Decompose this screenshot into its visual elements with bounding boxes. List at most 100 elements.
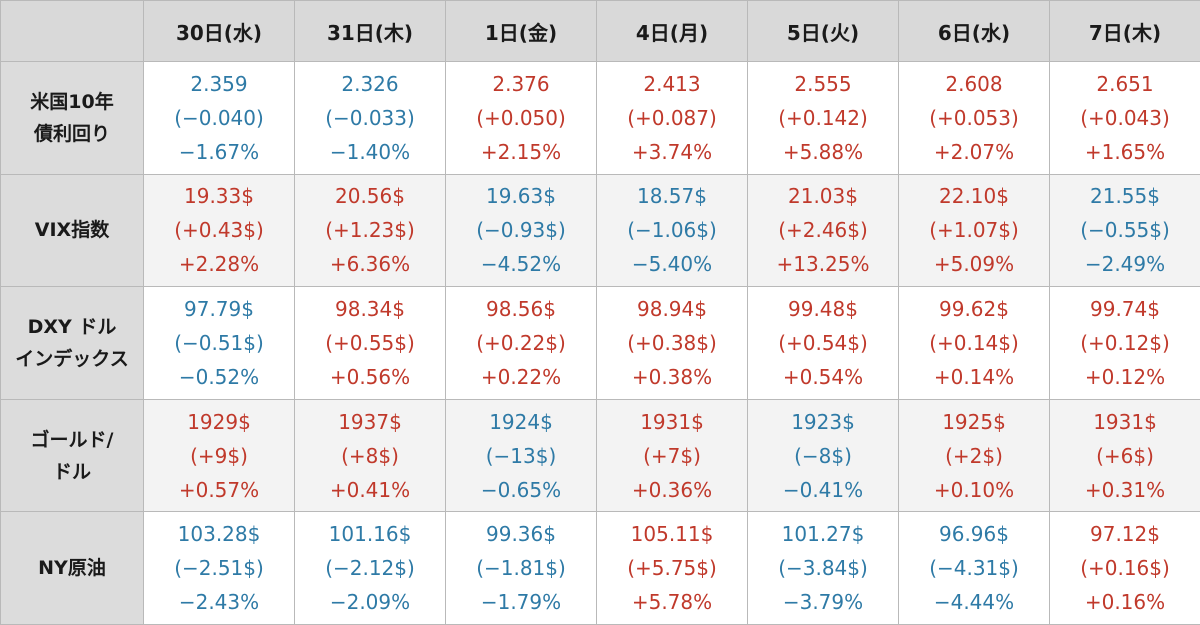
row-label-line: インデックス	[15, 347, 129, 370]
value-cell: 97.12$ (+0.16$) +0.16%	[1049, 511, 1200, 625]
change-percent: −1.40%	[329, 139, 411, 164]
value: 1937$	[338, 409, 402, 434]
value: 20.56$	[335, 184, 405, 209]
change: (+8$)	[341, 443, 399, 468]
value-cell: 99.62$ (+0.14$) +0.14%	[898, 286, 1050, 400]
change: (−0.033)	[325, 105, 415, 130]
change: (+0.16$)	[1080, 556, 1170, 581]
value-cell: 98.56$ (+0.22$) +0.22%	[445, 286, 597, 400]
value: 1924$	[489, 409, 553, 434]
change-percent: +5.09%	[933, 252, 1015, 277]
value-cell: 22.10$ (+1.07$) +5.09%	[898, 173, 1050, 288]
value-cell: 1923$ (−8$) −0.41%	[747, 398, 899, 513]
change-percent: −0.65%	[480, 477, 562, 502]
value: 2.608	[945, 71, 1003, 96]
value-cell: 2.651 (+0.043) +1.65%	[1049, 61, 1200, 175]
column-header: 1日(金)	[445, 0, 597, 62]
value-cell: 2.359 (−0.040) −1.67%	[143, 61, 295, 175]
value-cell: 21.03$ (+2.46$) +13.25%	[747, 173, 899, 288]
value-cell: 97.79$ (−0.51$) −0.52%	[143, 286, 295, 400]
value-cell: 18.57$ (−1.06$) −5.40%	[596, 173, 748, 288]
value-cell: 2.376 (+0.050) +2.15%	[445, 61, 597, 175]
change: (+0.55$)	[325, 330, 415, 355]
value: 99.48$	[788, 296, 858, 321]
change-percent: +13.25%	[776, 252, 870, 277]
change-percent: −4.52%	[480, 252, 562, 277]
value: 98.34$	[335, 296, 405, 321]
value: 2.651	[1096, 71, 1154, 96]
value: 22.10$	[939, 184, 1009, 209]
change: (−13$)	[485, 443, 557, 468]
change-percent: +0.12%	[1084, 364, 1166, 389]
table-body: 米国10年 債利回り 2.359 (−0.040) −1.67% 2.326 (−0.033…	[0, 61, 1200, 625]
value-cell: 1931$ (+7$) +0.36%	[596, 398, 748, 513]
change: (+0.22$)	[476, 330, 566, 355]
value-cell: 96.96$ (−4.31$) −4.44%	[898, 511, 1050, 625]
change-percent: +0.38%	[631, 364, 713, 389]
change: (+1.07$)	[929, 218, 1019, 243]
value: 105.11$	[630, 522, 714, 547]
table-row: ゴールド/ドル 1929$ (+9$) +0.57% 1937$ (+8$) +0.41% 1…	[0, 398, 1200, 513]
change-percent: −1.67%	[178, 139, 260, 164]
change: (−1.81$)	[476, 556, 566, 581]
change: (+1.23$)	[325, 218, 415, 243]
value-cell: 21.55$ (−0.55$) −2.49%	[1049, 173, 1200, 288]
change-percent: +2.07%	[933, 139, 1015, 164]
column-header: 31日(木)	[294, 0, 446, 62]
value-cell: 103.28$ (−2.51$) −2.43%	[143, 511, 295, 625]
change-percent: +1.65%	[1084, 139, 1166, 164]
value-cell: 105.11$ (+5.75$) +5.78%	[596, 511, 748, 625]
change-percent: +2.15%	[480, 139, 562, 164]
table-row: VIX指数 19.33$ (+0.43$) +2.28% 20.56$ (+1.23$) +…	[0, 173, 1200, 288]
change-percent: +0.31%	[1084, 477, 1166, 502]
change: (−2.12$)	[325, 556, 415, 581]
change: (−3.84$)	[778, 556, 868, 581]
change: (−2.51$)	[174, 556, 264, 581]
value: 101.16$	[328, 522, 412, 547]
change-percent: +0.16%	[1084, 590, 1166, 615]
change-percent: +0.54%	[782, 364, 864, 389]
change-percent: −1.79%	[480, 590, 562, 615]
change: (+7$)	[643, 443, 701, 468]
change-percent: +5.88%	[782, 139, 864, 164]
row-label-line: 米国10年	[30, 90, 114, 113]
column-header: 4日(月)	[596, 0, 748, 62]
value: 99.62$	[939, 296, 1009, 321]
value-cell: 1929$ (+9$) +0.57%	[143, 398, 295, 513]
row-label: VIX指数	[0, 173, 144, 288]
value: 98.56$	[486, 296, 556, 321]
change: (+0.043)	[1080, 105, 1170, 130]
column-header: 7日(木)	[1049, 0, 1200, 62]
change: (+0.14$)	[929, 330, 1019, 355]
change: (+0.12$)	[1080, 330, 1170, 355]
value-cell: 1925$ (+2$) +0.10%	[898, 398, 1050, 513]
value: 21.55$	[1090, 184, 1160, 209]
change: (+0.087)	[627, 105, 717, 130]
change-percent: −5.40%	[631, 252, 713, 277]
change: (+0.050)	[476, 105, 566, 130]
row-label: ゴールド/ドル	[0, 398, 144, 513]
value-cell: 2.555 (+0.142) +5.88%	[747, 61, 899, 175]
change: (+0.053)	[929, 105, 1019, 130]
value-cell: 1931$ (+6$) +0.31%	[1049, 398, 1200, 513]
value: 19.63$	[486, 184, 556, 209]
value: 1929$	[187, 409, 251, 434]
change-percent: +0.41%	[329, 477, 411, 502]
value-cell: 98.94$ (+0.38$) +0.38%	[596, 286, 748, 400]
value-cell: 99.48$ (+0.54$) +0.54%	[747, 286, 899, 400]
value: 1931$	[640, 409, 704, 434]
value-cell: 19.63$ (−0.93$) −4.52%	[445, 173, 597, 288]
row-label-line: ドル	[52, 460, 91, 483]
change-percent: +6.36%	[329, 252, 411, 277]
value: 99.74$	[1090, 296, 1160, 321]
change-percent: −0.52%	[178, 364, 260, 389]
change-percent: −2.49%	[1084, 252, 1166, 277]
value-cell: 2.413 (+0.087) +3.74%	[596, 61, 748, 175]
value: 2.413	[643, 71, 701, 96]
change: (−8$)	[794, 443, 852, 468]
row-label: DXY ドル インデックス	[0, 286, 144, 400]
value-cell: 1924$ (−13$) −0.65%	[445, 398, 597, 513]
value: 21.03$	[788, 184, 858, 209]
value-cell: 101.27$ (−3.84$) −3.79%	[747, 511, 899, 625]
